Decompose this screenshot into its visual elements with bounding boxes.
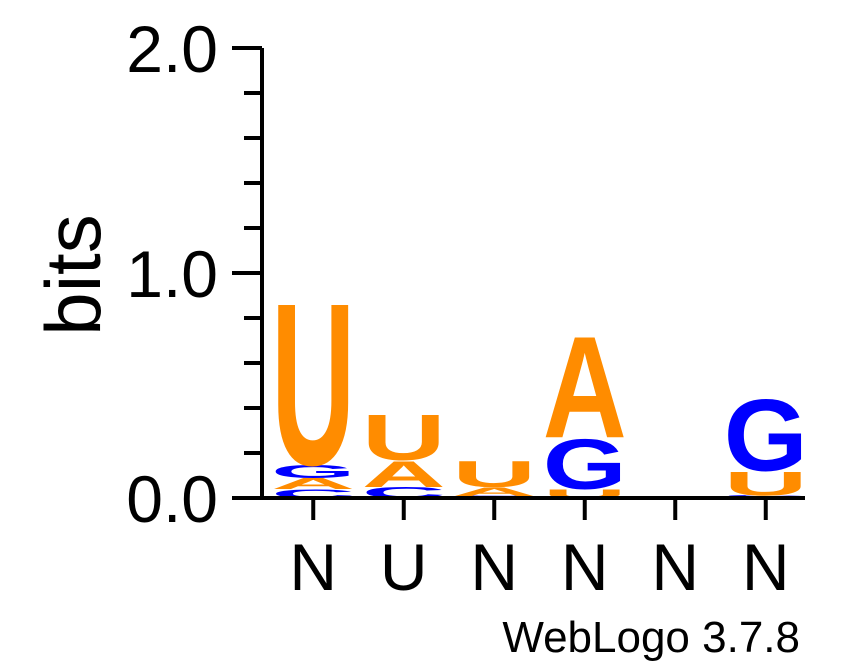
x-tick-label: N	[742, 530, 790, 604]
logo-letter-u: U	[362, 401, 446, 473]
y-ticks: 0.0 1.0 2.0	[126, 12, 262, 536]
x-tick-label: N	[561, 530, 609, 604]
logo-letter-stacks: CAGUCAUGCAUUGAGCACUG	[271, 254, 807, 513]
y-tick-label: 0.0	[126, 462, 218, 536]
logo-letter-a: A	[271, 475, 355, 492]
x-tick-label: N	[470, 530, 518, 604]
y-axis-label: bits	[29, 214, 117, 335]
logo-letter-a: A	[543, 306, 627, 468]
logo-letter-g: G	[543, 425, 627, 504]
logo-letter-g: G	[724, 379, 808, 493]
logo-letter-u: U	[452, 454, 536, 495]
footer-credit: WebLogo 3.7.8	[502, 613, 800, 662]
y-tick-label: 1.0	[126, 237, 218, 311]
x-tick-label: U	[380, 530, 428, 604]
logo-letter-a: A	[362, 454, 446, 495]
logo-letter-g: G	[271, 461, 355, 482]
logo-letter-u: U	[271, 254, 355, 513]
x-tick-label: N	[289, 530, 337, 604]
x-tick-label: N	[651, 530, 699, 604]
y-tick-label: 2.0	[126, 12, 218, 86]
logo-letter-a: A	[452, 485, 536, 499]
